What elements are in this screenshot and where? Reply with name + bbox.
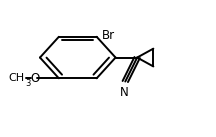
Text: CH: CH [9,73,25,83]
Text: O: O [31,72,40,85]
Text: 3: 3 [25,79,31,88]
Text: N: N [120,86,129,99]
Text: Br: Br [102,29,114,42]
